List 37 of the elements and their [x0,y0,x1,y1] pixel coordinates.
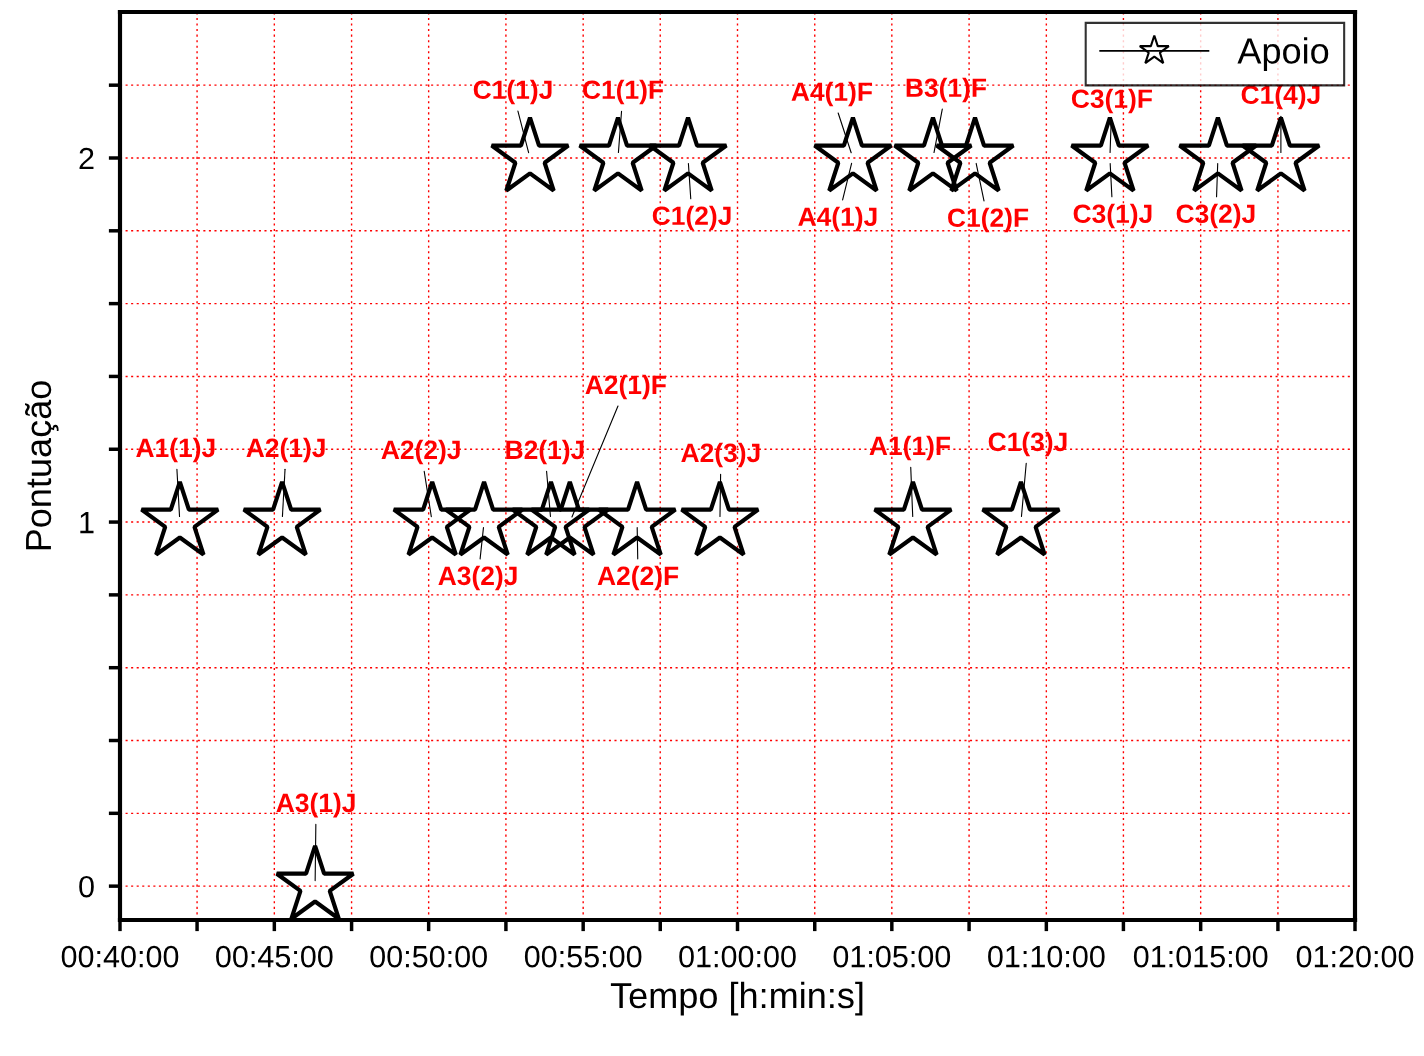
annotation: C3(1)J [1073,203,1152,229]
annotation: A2(2)F [597,565,679,591]
x-tick-label: 01:20:00 [1296,945,1414,968]
annotation: C1(4)J [1241,84,1320,110]
y-tick-label: 1 [80,512,94,534]
annotation: C3(2)J [1176,203,1255,229]
x-tick-label: 01:10:00 [988,945,1105,968]
annotation: A3(2)J [438,565,517,591]
x-tick-label: 00:50:00 [370,945,487,968]
annotation: C1(2)F [948,207,1029,233]
annotation: A2(1)J [246,437,325,463]
annotation: A2(2)J [381,439,460,465]
annotation: C3(1)F [1071,88,1152,114]
annotation: A2(1)F [585,374,666,400]
annotation: A1(1)J [136,437,215,463]
annotation: C1(1)J [473,79,552,105]
y-tick-label: 2 [79,147,94,170]
annotation: C1(1)F [583,79,664,105]
annotation: C1(2)J [652,205,731,231]
annotation: B2(1)J [506,439,584,465]
x-tick-label: 00:55:00 [524,945,642,968]
annotation: B3(1)F [906,77,987,103]
annotation: A2(3)J [681,442,760,468]
legend-label: Apoio [1237,37,1329,71]
x-tick-label: 00:45:00 [216,945,333,968]
annotation: A1(1)F [869,435,951,461]
annotation: A4(1)F [791,81,873,107]
annotation: C1(3)J [988,431,1067,457]
x-tick-label: 01:015:00 [1133,945,1268,968]
y-tick-label: 0 [79,875,94,898]
x-tick-label: 00:40:00 [61,945,179,968]
annotation: A4(1)J [798,206,877,232]
x-tick-label: 01:00:00 [679,945,796,968]
x-tick-label: 01:05:00 [833,945,951,968]
x-axis-title: Tempo [h:min:s] [610,981,863,1016]
y-axis-title: Pontuação [25,381,59,550]
annotation: A3(1)J [276,792,355,818]
